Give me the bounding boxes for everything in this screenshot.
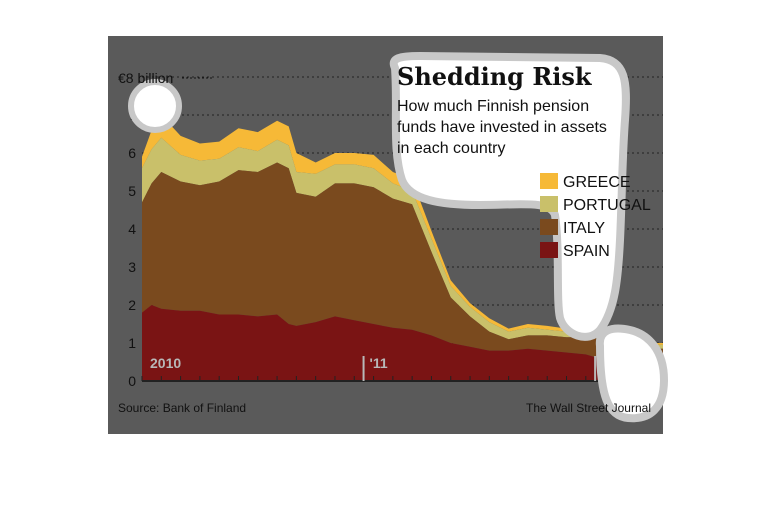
chart-subtitle-line-3: in each country xyxy=(397,140,506,157)
highlight-top-left-blob xyxy=(128,79,182,133)
chart-title: Shedding Risk xyxy=(397,62,593,91)
source-note: Source: Bank of Finland xyxy=(118,401,246,415)
y-tick-label: 6 xyxy=(128,145,136,161)
legend: GREECE PORTUGAL ITALY SPAIN xyxy=(540,173,651,260)
x-axis-ticks: 2010'11'12 xyxy=(150,355,620,381)
y-tick-label: 2 xyxy=(128,297,136,313)
legend-label-italy: ITALY xyxy=(563,220,605,237)
y-tick-label: 1 xyxy=(128,335,136,351)
chart-subtitle-line-2: funds have invested in assets xyxy=(397,119,607,136)
y-tick-label: 4 xyxy=(128,221,136,237)
y-tick-label: 0 xyxy=(128,373,136,389)
legend-swatch-italy xyxy=(540,219,558,235)
area-italy xyxy=(142,162,663,376)
series-areas xyxy=(142,115,663,381)
y-tick-label: 5 xyxy=(128,183,136,199)
x-tick-label: 2010 xyxy=(150,355,181,371)
area-spain xyxy=(142,305,663,381)
area-portugal xyxy=(142,137,663,349)
chart-subtitle-line-1: How much Finnish pension xyxy=(397,98,589,115)
legend-label-greece: GREECE xyxy=(563,174,631,191)
y-tick-label: 3 xyxy=(128,259,136,275)
legend-swatch-greece xyxy=(540,173,558,189)
legend-swatch-portugal xyxy=(540,196,558,212)
legend-label-spain: SPAIN xyxy=(563,243,610,260)
highlight-corner-blob xyxy=(595,324,669,423)
credit-note: The Wall Street Journal xyxy=(526,401,651,415)
highlight-title-blob xyxy=(389,51,630,341)
x-tick-label: '11 xyxy=(370,355,388,371)
highlight-blobs xyxy=(128,51,669,423)
legend-swatch-spain xyxy=(540,242,558,258)
y-unit-label: €8 billion xyxy=(118,70,173,86)
legend-label-portugal: PORTUGAL xyxy=(563,197,651,214)
